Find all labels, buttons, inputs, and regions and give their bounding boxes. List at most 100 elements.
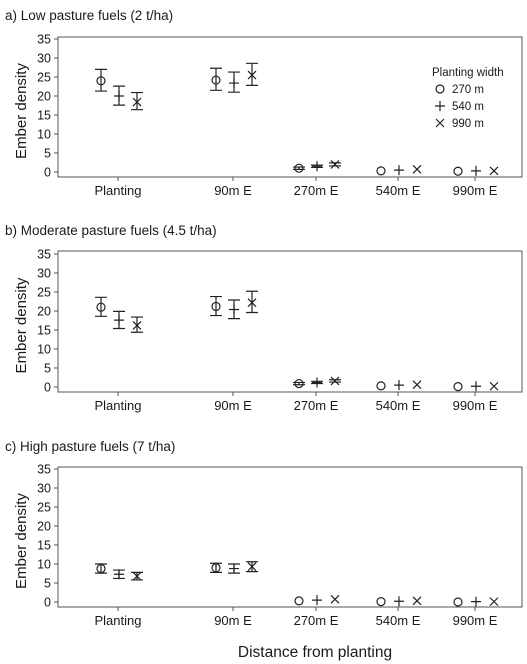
- data-point-circle: [453, 382, 463, 392]
- plot-frame: [57, 466, 523, 608]
- legend: Planting width 270 m 540 m 990 m: [432, 67, 504, 130]
- x-tick-label: 990m E: [453, 398, 498, 413]
- x-tick-label: 270m E: [294, 613, 339, 628]
- y-tick-label: 0: [44, 166, 51, 180]
- data-point-circle: [211, 301, 221, 312]
- data-point-cross: [489, 597, 499, 607]
- data-point-circle: [376, 597, 386, 607]
- x-tick-label: Planting: [95, 183, 142, 198]
- x-tick-label: 990m E: [453, 613, 498, 628]
- data-point-cross: [247, 298, 257, 308]
- x-tick-label: Planting: [95, 613, 142, 628]
- data-point-plus: [312, 161, 322, 172]
- plot-frame: [57, 250, 523, 393]
- x-tick-label: Planting: [95, 398, 142, 413]
- y-axis-title: Ember density: [13, 277, 30, 373]
- data-point-plus: [114, 91, 124, 101]
- y-tick-label: 35: [37, 463, 51, 477]
- y-tick-label: 30: [37, 52, 51, 66]
- panel-title: a) Low pasture fuels (2 t/ha): [5, 8, 173, 23]
- data-point-circle: [376, 166, 386, 176]
- x-tick-label: 540m E: [376, 613, 421, 628]
- data-point-circle: [294, 596, 304, 606]
- x-tick-label: 270m E: [294, 398, 339, 413]
- data-point-plus: [394, 596, 404, 607]
- data-point-plus: [471, 381, 481, 392]
- data-point-cross: [489, 166, 499, 176]
- data-point-cross: [132, 97, 142, 107]
- data-point-cross: [247, 562, 257, 572]
- panel-title: c) High pasture fuels (7 t/ha): [5, 439, 175, 454]
- x-tick-label: 90m E: [214, 613, 252, 628]
- data-point-cross: [247, 70, 257, 80]
- panel-title: b) Moderate pasture fuels (4.5 t/ha): [5, 223, 217, 238]
- x-tick-label: 540m E: [376, 398, 421, 413]
- y-tick-label: 0: [44, 596, 51, 610]
- y-tick-label: 20: [37, 90, 51, 104]
- legend-label: 270 m: [452, 84, 484, 96]
- data-point-cross: [489, 381, 499, 391]
- chart-panel-2: b) Moderate pasture fuels (4.5 t/ha) 0 5 10…: [5, 223, 523, 413]
- error-bar: [210, 295, 222, 317]
- x-tick-label: 90m E: [214, 398, 252, 413]
- data-point-cross: [132, 321, 142, 330]
- data-point-circle: [211, 75, 221, 85]
- error-bar: [95, 68, 107, 92]
- y-tick-label: 25: [37, 71, 51, 85]
- y-tick-label: 5: [44, 147, 51, 161]
- data-point-circle: [453, 166, 463, 176]
- legend-label: 990 m: [452, 118, 484, 130]
- data-point-circle: [294, 163, 304, 173]
- y-tick-label: 5: [44, 362, 51, 376]
- data-point-cross: [330, 159, 340, 169]
- x-tick-label: 270m E: [294, 183, 339, 198]
- data-point-circle: [453, 597, 463, 607]
- x-tick-label: 540m E: [376, 183, 421, 198]
- y-tick-label: 25: [37, 501, 51, 515]
- data-point-plus: [229, 78, 239, 89]
- error-bar: [210, 67, 222, 91]
- y-tick-label: 5: [44, 577, 51, 591]
- y-axis-title: Ember density: [13, 493, 30, 589]
- y-tick-label: 15: [37, 109, 51, 123]
- y-tick-label: 30: [37, 267, 51, 281]
- plot-frame: [57, 36, 523, 178]
- data-point-plus: [114, 569, 124, 580]
- data-point-circle: [96, 302, 106, 312]
- data-point-cross: [412, 380, 422, 390]
- y-tick-label: 20: [37, 305, 51, 319]
- legend-title: Planting width: [432, 67, 504, 79]
- data-point-plus: [394, 380, 404, 391]
- data-point-plus: [312, 377, 322, 388]
- data-point-plus: [394, 165, 404, 176]
- y-tick-label: 15: [37, 324, 51, 338]
- error-bar: [131, 91, 143, 111]
- error-bar: [95, 296, 107, 317]
- data-point-cross: [412, 596, 422, 606]
- y-axis-title: Ember density: [13, 63, 30, 159]
- y-tick-label: 35: [37, 248, 51, 262]
- data-point-cross: [132, 571, 142, 581]
- data-point-plus: [114, 315, 124, 326]
- x-axis-title: Distance from planting: [238, 644, 392, 661]
- y-tick-label: 25: [37, 286, 51, 300]
- legend-marker-plus: [435, 101, 445, 111]
- legend-label: 540 m: [452, 101, 484, 113]
- data-point-circle: [96, 76, 106, 86]
- data-point-plus: [229, 304, 239, 315]
- data-point-cross: [330, 594, 340, 604]
- y-tick-label: 0: [44, 381, 51, 395]
- y-tick-label: 30: [37, 482, 51, 496]
- data-point-plus: [229, 563, 239, 574]
- data-point-circle: [294, 378, 304, 389]
- y-tick-label: 10: [37, 558, 51, 572]
- y-tick-label: 10: [37, 128, 51, 142]
- x-tick-label: 990m E: [453, 183, 498, 198]
- data-point-plus: [471, 165, 481, 176]
- data-point-cross: [412, 164, 422, 174]
- data-point-cross: [330, 376, 340, 386]
- data-point-circle: [376, 381, 386, 391]
- chart-panel-1: a) Low pasture fuels (2 t/ha) 0 5 10 15 20 25 3…: [5, 8, 523, 198]
- legend-marker-cross: [435, 118, 445, 128]
